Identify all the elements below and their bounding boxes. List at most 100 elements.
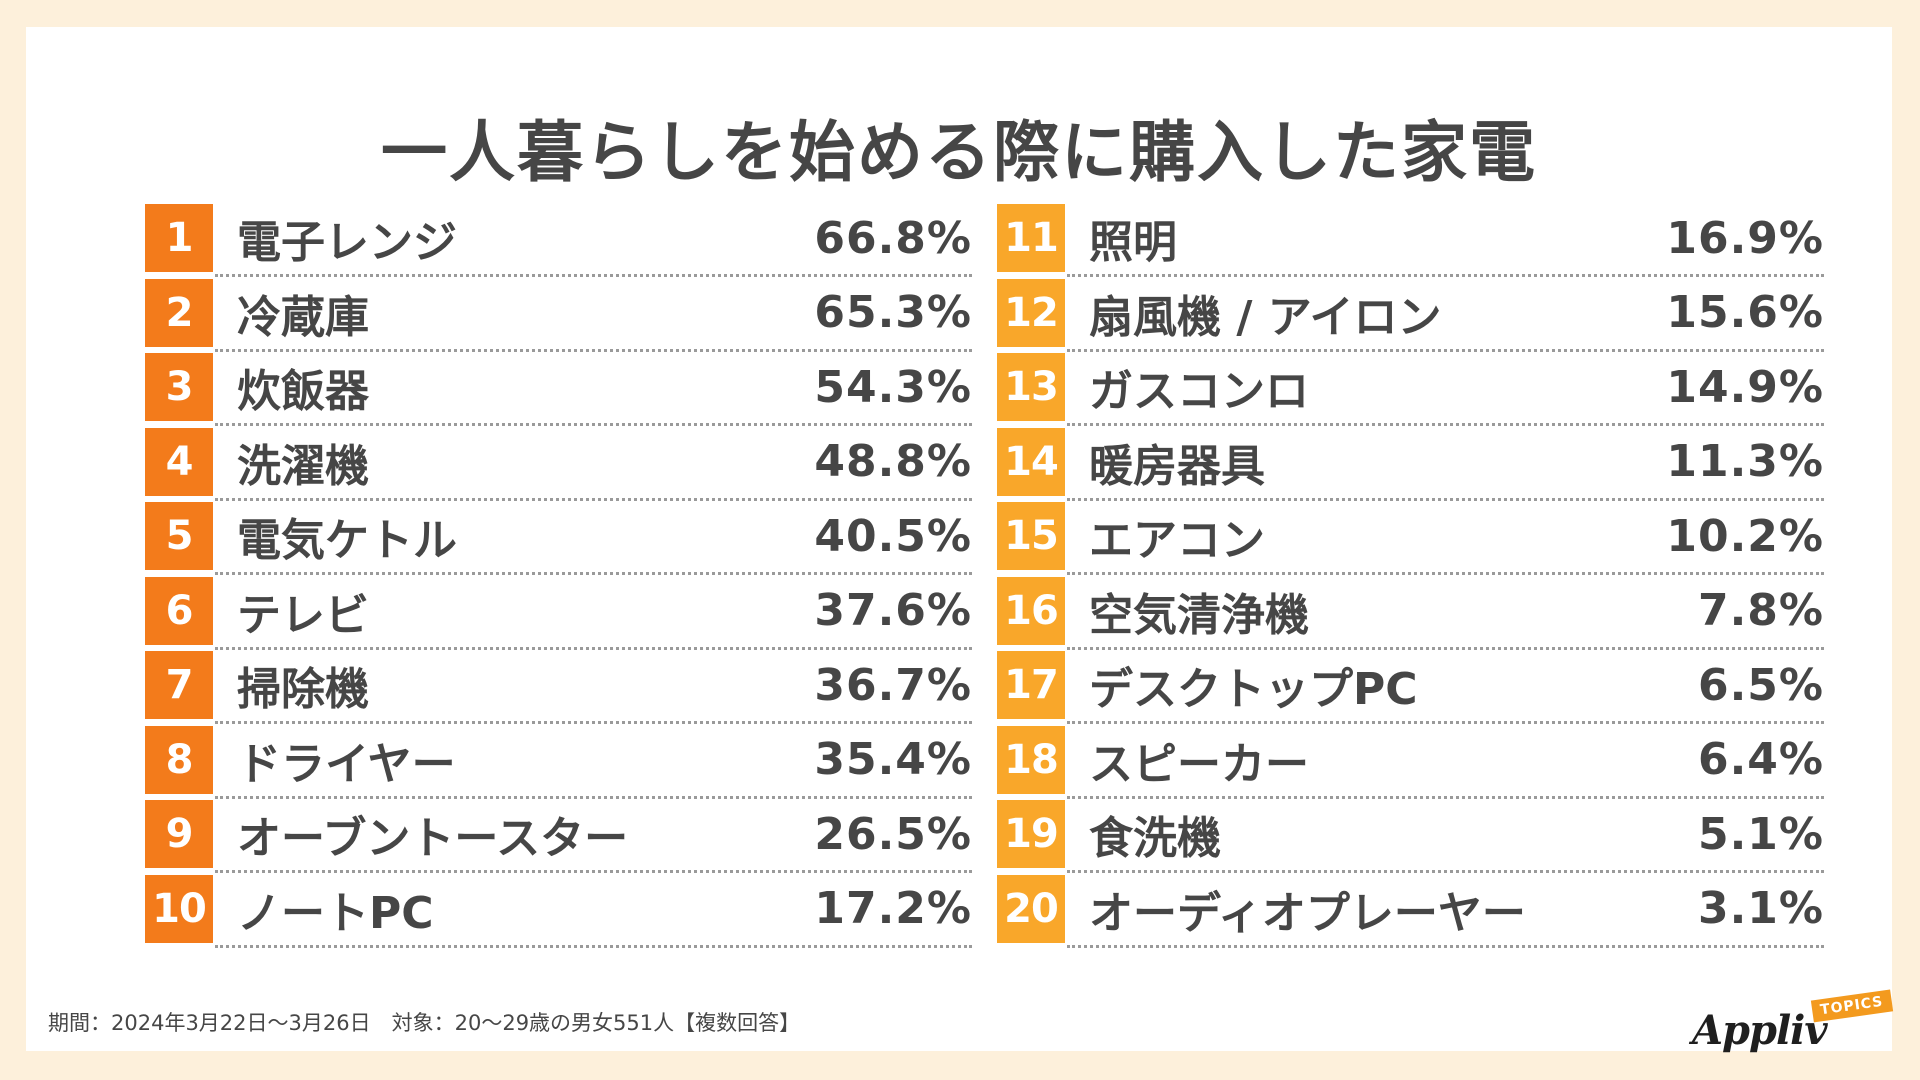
- logo-wordmark: Appliv: [1692, 1007, 1828, 1054]
- ranking-row: 5 電気ケトル 40.5%: [145, 500, 972, 575]
- appliance-name: ドライヤー: [237, 738, 456, 790]
- rank-badge: 7: [145, 651, 213, 719]
- dotted-divider: [1067, 274, 1824, 277]
- ranking-row: 3 炊飯器 54.3%: [145, 351, 972, 426]
- dotted-divider: [1067, 423, 1824, 426]
- appliance-name: エアコン: [1089, 515, 1265, 566]
- dotted-divider: [215, 721, 972, 724]
- appliance-name: オーブントースター: [237, 813, 629, 864]
- rank-badge: 15: [997, 502, 1065, 570]
- ranking-row: 13 ガスコンロ 14.9%: [997, 351, 1824, 426]
- ranking-row: 15 エアコン 10.2%: [997, 500, 1824, 575]
- dotted-divider: [1067, 870, 1824, 873]
- appliance-name: 照明: [1089, 217, 1177, 268]
- percentage-value: 65.3%: [814, 287, 972, 338]
- rank-badge: 1: [145, 204, 213, 272]
- appliance-name: 洗濯機: [237, 440, 369, 492]
- percentage-value: 36.7%: [814, 659, 972, 711]
- percentage-value: 7.8%: [1697, 585, 1824, 636]
- percentage-value: 40.5%: [814, 510, 972, 562]
- rank-badge: 2: [145, 278, 213, 347]
- rank-badge: 16: [997, 576, 1065, 645]
- percentage-value: 66.8%: [814, 212, 972, 264]
- dotted-divider: [1067, 646, 1824, 650]
- ranking-row: 18 スピーカー 6.4%: [997, 724, 1824, 799]
- percentage-value: 37.6%: [814, 585, 972, 636]
- appliance-name: スピーカー: [1089, 738, 1309, 790]
- percentage-value: 3.1%: [1697, 883, 1824, 934]
- ranking-row: 19 食洗機 5.1%: [997, 798, 1824, 873]
- appliance-name: 掃除機: [237, 664, 369, 715]
- dotted-divider: [1067, 497, 1824, 501]
- dotted-divider: [1067, 795, 1824, 799]
- ranking-row: 16 空気清浄機 7.8%: [997, 575, 1824, 650]
- ranking-row: 17 デスクトップPC 6.5%: [997, 649, 1824, 724]
- percentage-value: 54.3%: [814, 361, 972, 413]
- dotted-divider: [215, 497, 972, 501]
- rank-badge: 6: [145, 576, 213, 645]
- logo-topics-tag: TOPICS: [1810, 989, 1893, 1023]
- ranking-card: 一人暮らしを始める際に購入した家電 1 電子レンジ 66.8% 2 冷蔵庫 65.3% 3 炊…: [26, 27, 1893, 1054]
- dotted-divider: [1067, 944, 1824, 948]
- ranking-row: 4 洗濯機 48.8%: [145, 426, 972, 501]
- rank-badge: 4: [145, 427, 213, 496]
- rank-badge: 20: [997, 874, 1065, 943]
- dotted-divider: [215, 870, 972, 873]
- appliance-name: 空気清浄機: [1089, 589, 1309, 641]
- percentage-value: 10.2%: [1666, 510, 1824, 562]
- ranking-row: 14 暖房器具 11.3%: [997, 426, 1824, 501]
- percentage-value: 14.9%: [1666, 361, 1824, 413]
- survey-footnote: 期間：2024年3月22日〜3月26日 対象：20〜29歳の男女551人【複数回…: [48, 1011, 801, 1035]
- ranking-row: 8 ドライヤー 35.4%: [145, 724, 972, 799]
- dotted-divider: [215, 795, 972, 799]
- chart-title: 一人暮らしを始める際に購入した家電: [381, 114, 1537, 191]
- rank-badge: 19: [997, 800, 1065, 868]
- percentage-value: 15.6%: [1666, 287, 1824, 338]
- percentage-value: 6.5%: [1697, 659, 1824, 711]
- rank-badge: 10: [145, 874, 213, 943]
- ranking-row: 6 テレビ 37.6%: [145, 575, 972, 650]
- percentage-value: 16.9%: [1666, 212, 1824, 264]
- rank-badge: 14: [997, 427, 1065, 496]
- appliance-name: 食洗機: [1089, 813, 1221, 864]
- percentage-value: 26.5%: [814, 808, 972, 860]
- rank-badge: 9: [145, 800, 213, 868]
- dotted-divider: [1067, 721, 1824, 724]
- appliance-name: オーディオプレーヤー: [1089, 887, 1526, 939]
- applive-logo: Appliv TOPICS: [1684, 987, 1893, 1057]
- dotted-divider: [215, 274, 972, 277]
- dotted-divider: [215, 423, 972, 426]
- ranking-row: 2 冷蔵庫 65.3%: [145, 277, 972, 352]
- ranking-row: 7 掃除機 36.7%: [145, 649, 972, 724]
- appliance-name: 暖房器具: [1089, 440, 1265, 492]
- rank-badge: 8: [145, 725, 213, 794]
- rank-badge: 17: [997, 651, 1065, 719]
- dotted-divider: [215, 572, 972, 575]
- percentage-value: 48.8%: [814, 436, 972, 487]
- ranking-row: 12 扇風機 / アイロン 15.6%: [997, 277, 1824, 352]
- percentage-value: 35.4%: [814, 734, 972, 785]
- dotted-divider: [215, 348, 972, 352]
- percentage-value: 5.1%: [1697, 808, 1824, 860]
- ranking-row: 1 電子レンジ 66.8%: [145, 202, 972, 277]
- appliance-name: テレビ: [237, 589, 369, 641]
- appliance-name: ガスコンロ: [1089, 366, 1309, 417]
- rank-badge: 18: [997, 725, 1065, 794]
- percentage-value: 17.2%: [814, 883, 972, 934]
- appliance-name: 電気ケトル: [237, 515, 457, 566]
- appliance-name: 電子レンジ: [237, 217, 457, 268]
- rank-badge: 5: [145, 502, 213, 570]
- dotted-divider: [215, 944, 972, 948]
- dotted-divider: [1067, 572, 1824, 575]
- appliance-name: 炊飯器: [237, 366, 369, 417]
- rank-badge: 13: [997, 353, 1065, 421]
- appliance-name: デスクトップPC: [1089, 664, 1418, 715]
- ranking-row: 20 オーディオプレーヤー 3.1%: [997, 873, 1824, 948]
- ranking-row: 11 照明 16.9%: [997, 202, 1824, 277]
- rank-badge: 11: [997, 204, 1065, 272]
- appliance-name: ノートPC: [237, 887, 434, 939]
- ranking-column-left: 1 電子レンジ 66.8% 2 冷蔵庫 65.3% 3 炊飯器 54.3% 4 洗濯機 48.8% 5 電…: [145, 202, 972, 948]
- appliance-name: 扇風機 / アイロン: [1089, 291, 1442, 343]
- ranking-column-right: 11 照明 16.9% 12 扇風機 / アイロン 15.6% 13 ガスコンロ 14.9% 14…: [997, 202, 1824, 948]
- dotted-divider: [1067, 348, 1824, 352]
